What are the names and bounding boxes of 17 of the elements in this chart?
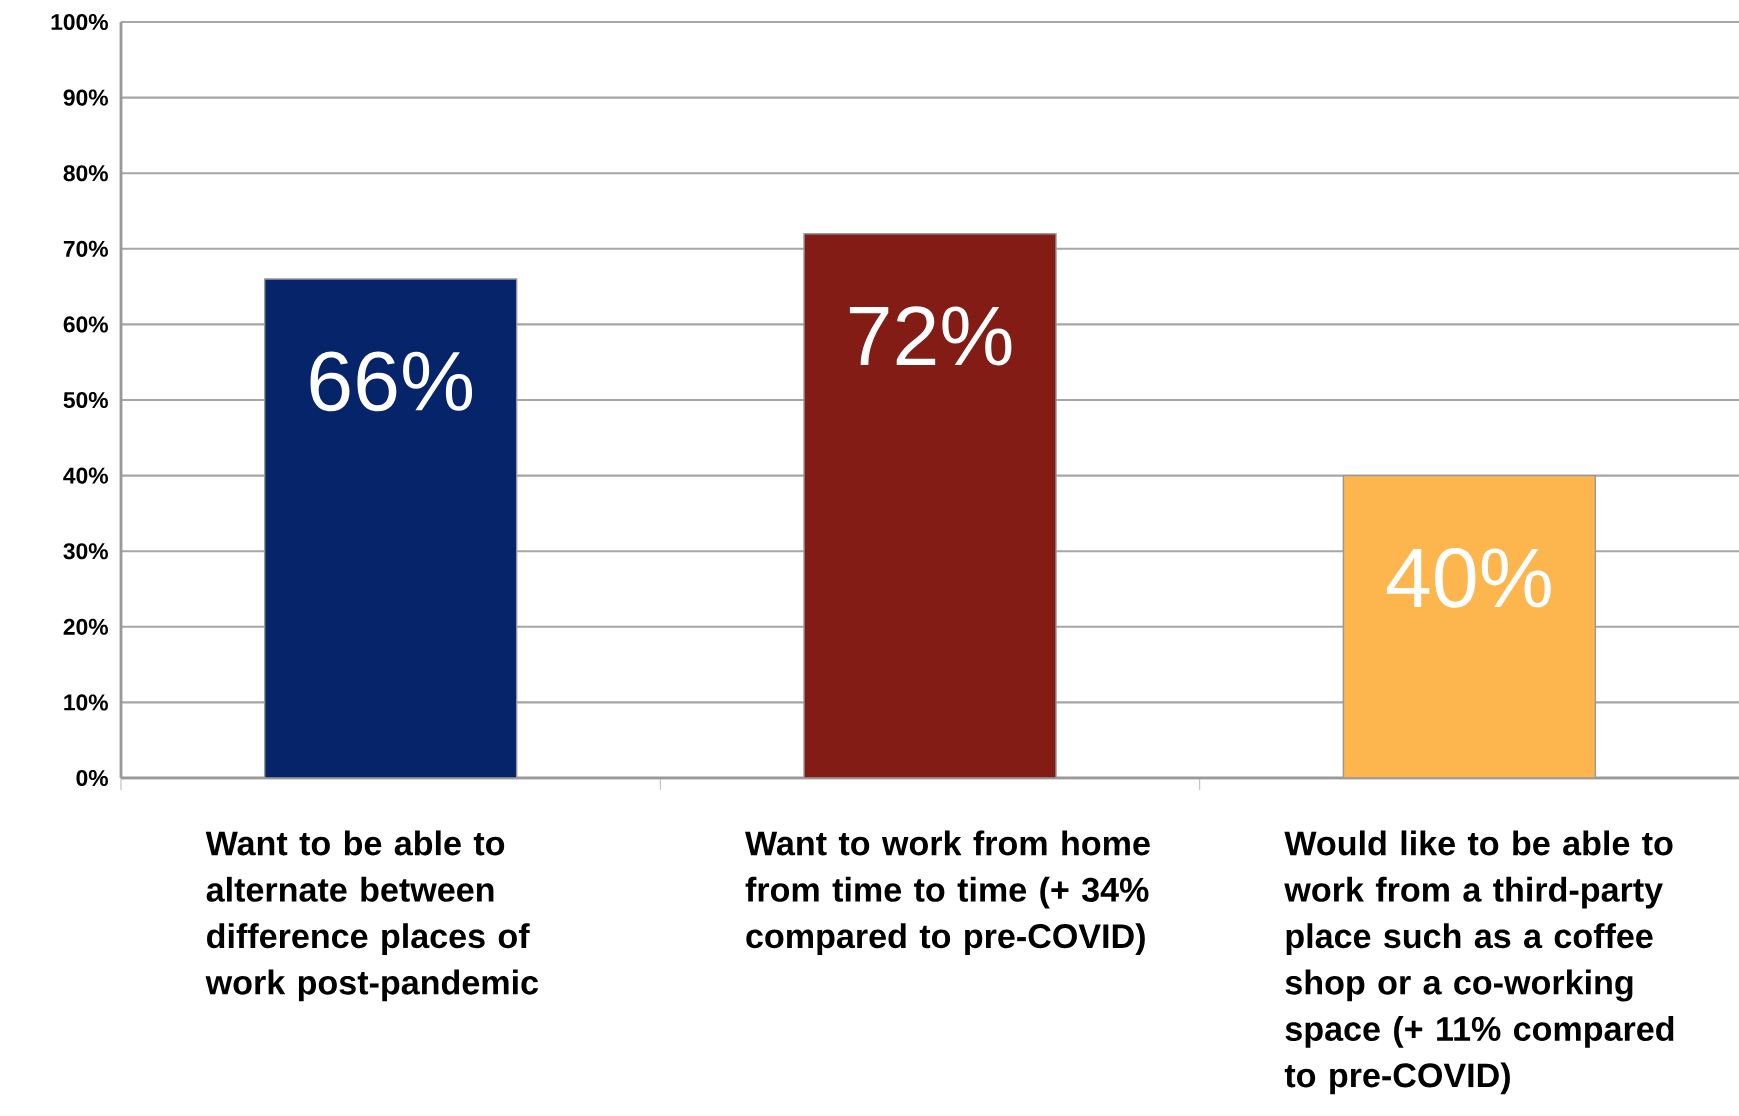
y-tick-label: 40% (63, 467, 108, 484)
y-tick-label: 80% (63, 165, 108, 182)
y-tick-label: 30% (63, 543, 108, 560)
x-tick-label: Want to work from home from time to time (+ 34% compared to pre-COVID) (745, 830, 1150, 955)
x-tick-label: Would like to be able to work from a third-party place such as a coffee shop or a co-working space (+ 11% compared to pre-COVID) (1284, 830, 1674, 1095)
data-label: 66% (310, 351, 473, 412)
y-tick-label: 20% (63, 618, 108, 635)
y-tick-label: 100% (51, 13, 108, 31)
y-tick-label: 50% (63, 391, 108, 409)
data-label: 40% (1386, 548, 1551, 608)
y-tick-label: 90% (63, 89, 108, 106)
x-tick-label: Want to be able to alternate between difference places of work post-pandemic (205, 830, 539, 1002)
y-tick-label: 10% (64, 694, 108, 711)
y-tick-label: 60% (63, 316, 108, 333)
data-label: 72% (849, 306, 1012, 366)
y-tick-label: 70% (63, 240, 108, 257)
y-tick-label: 0% (76, 769, 108, 787)
